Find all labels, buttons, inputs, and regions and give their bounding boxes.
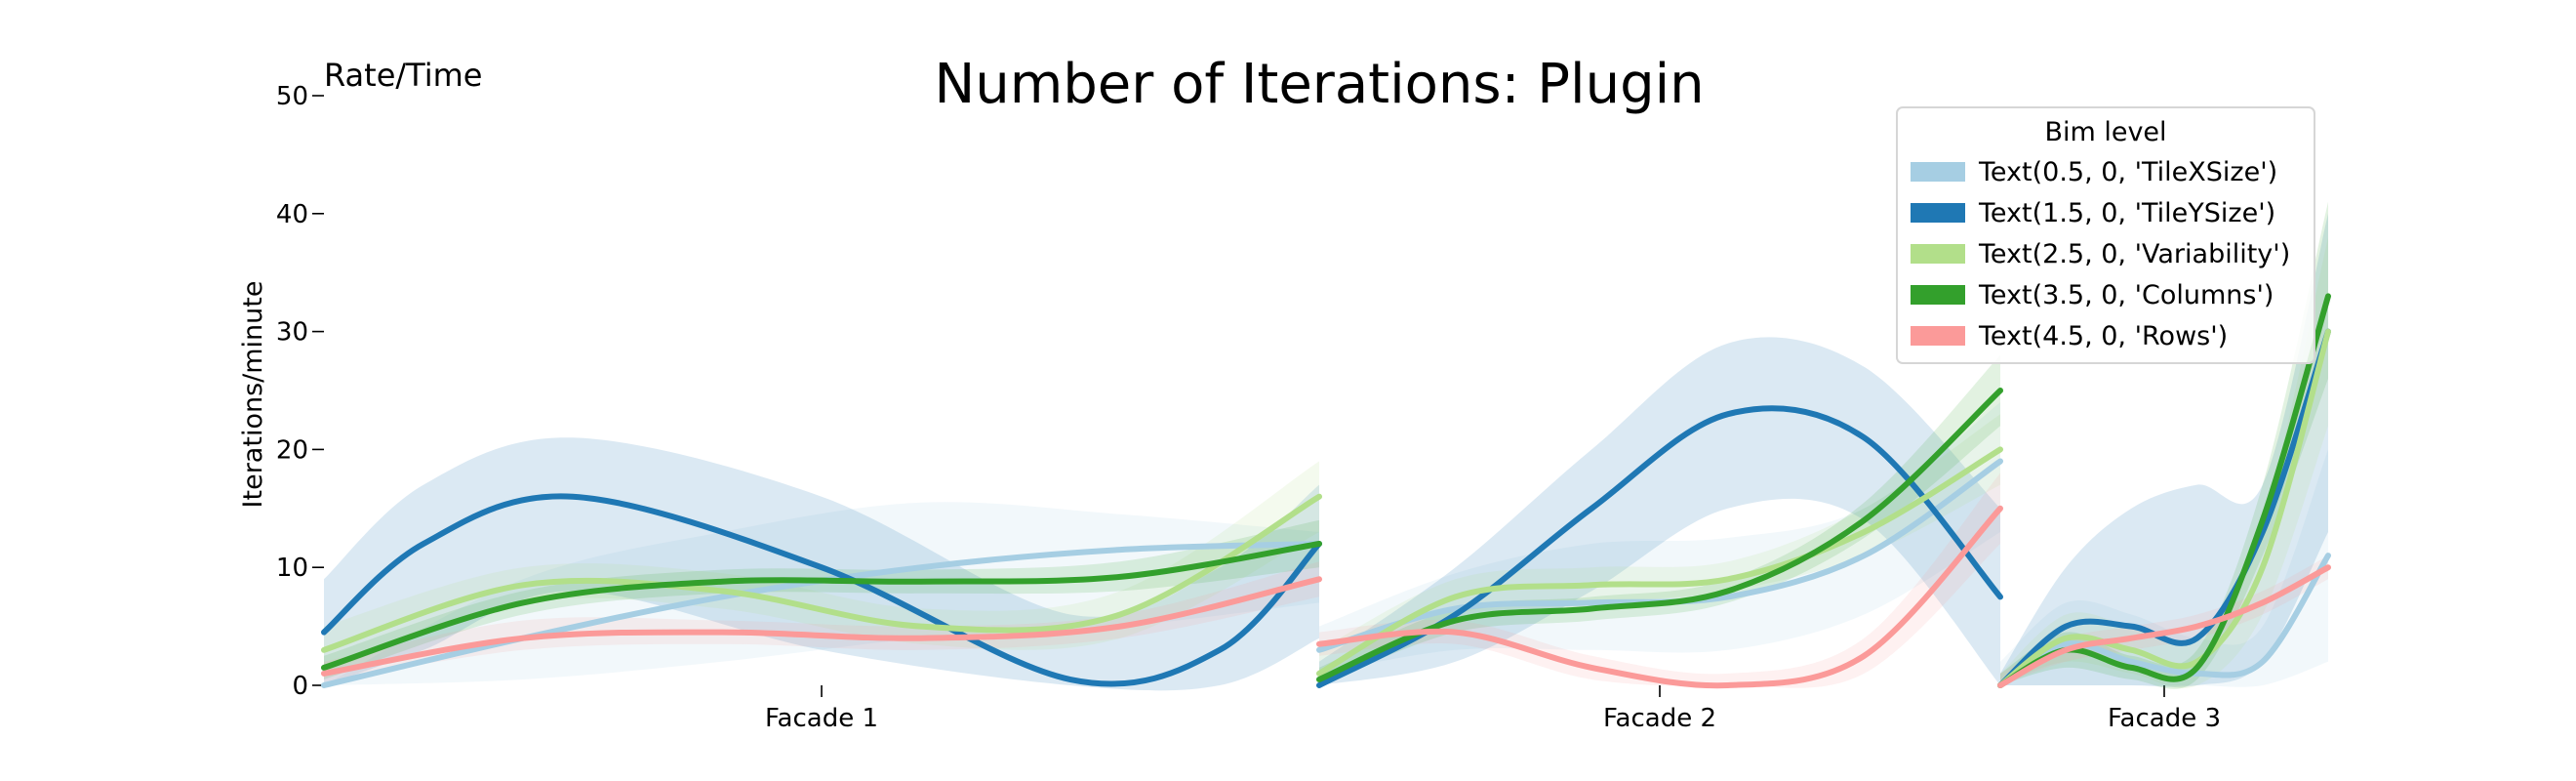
legend-label: Text(2.5, 0, 'Variability') (1978, 239, 2290, 269)
series-line (321, 493, 1322, 653)
confidence-band (324, 461, 1319, 674)
y-tick-label: 0 (292, 672, 308, 701)
legend-swatch (1911, 285, 1965, 305)
y-axis-label: Iterations/minute (238, 281, 268, 509)
series-line (1316, 388, 2003, 682)
legend-title: Bim level (2044, 117, 2166, 147)
y-tick-label: 30 (276, 318, 308, 348)
confidence-band (2000, 449, 2328, 687)
legend: Bim level Text(0.5, 0, 'TileXSize')Text(… (1896, 106, 2315, 364)
legend-label: Text(3.5, 0, 'Columns') (1978, 280, 2274, 310)
y-axis: 0 10 20 30 40 50 (276, 82, 324, 701)
series-line (321, 541, 1322, 671)
chart-title: Number of Iterations: Plugin (934, 53, 1704, 116)
series-line (321, 576, 1322, 677)
series-line (1997, 328, 2331, 688)
confidence-band (2000, 237, 2328, 689)
series-line (1997, 564, 2331, 688)
legend-label: Text(0.5, 0, 'TileXSize') (1978, 157, 2277, 187)
confidence-band (1319, 337, 2000, 685)
series-line (1997, 553, 2331, 688)
x-axis: Facade 1 Facade 2 Facade 3 (765, 685, 2221, 733)
series-line (1316, 505, 2003, 689)
confidence-band (324, 502, 1319, 685)
legend-swatch (1911, 244, 1965, 264)
y-tick-label: 50 (276, 82, 308, 111)
series-line (1316, 446, 2003, 677)
legend-swatch (1911, 162, 1965, 182)
y-tick-label: 20 (276, 435, 308, 465)
confidence-band (1319, 473, 2000, 688)
confidence-band (324, 561, 1319, 682)
legend-swatch (1911, 326, 1965, 346)
y-tick-label: 10 (276, 554, 308, 583)
confidence-band (1319, 414, 2000, 685)
series-line (321, 493, 1322, 687)
x-tick-label: Facade 2 (1603, 704, 1716, 733)
series-lines (321, 293, 2331, 689)
series-line (1997, 328, 2331, 688)
legend-label: Text(4.5, 0, 'Rows') (1978, 321, 2228, 351)
x-tick-label: Facade 3 (2108, 704, 2221, 733)
x-tick-label: Facade 1 (765, 704, 878, 733)
legend-label: Text(1.5, 0, 'TileYSize') (1978, 198, 2275, 228)
legend-frame (1896, 106, 2315, 364)
corner-label: Rate/Time (324, 57, 482, 94)
legend-swatch (1911, 203, 1965, 223)
y-tick-label: 40 (276, 200, 308, 229)
legend-items: Text(0.5, 0, 'TileXSize') Text(1.5, 0, 'T… (1911, 157, 2290, 351)
